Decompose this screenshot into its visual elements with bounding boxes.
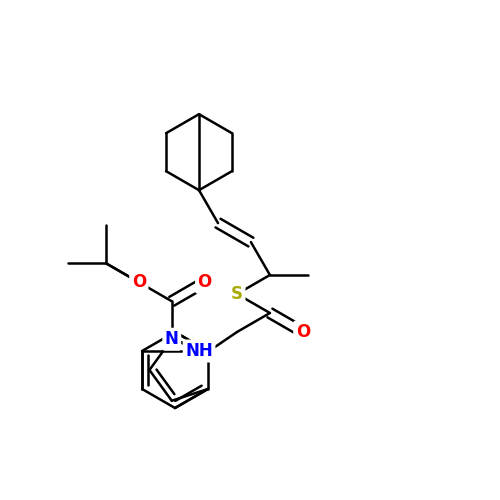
Text: N: N xyxy=(165,330,178,348)
Text: O: O xyxy=(132,274,146,291)
Text: S: S xyxy=(231,285,243,303)
Text: NH: NH xyxy=(185,342,213,360)
Text: O: O xyxy=(198,274,212,291)
Text: O: O xyxy=(296,323,310,341)
